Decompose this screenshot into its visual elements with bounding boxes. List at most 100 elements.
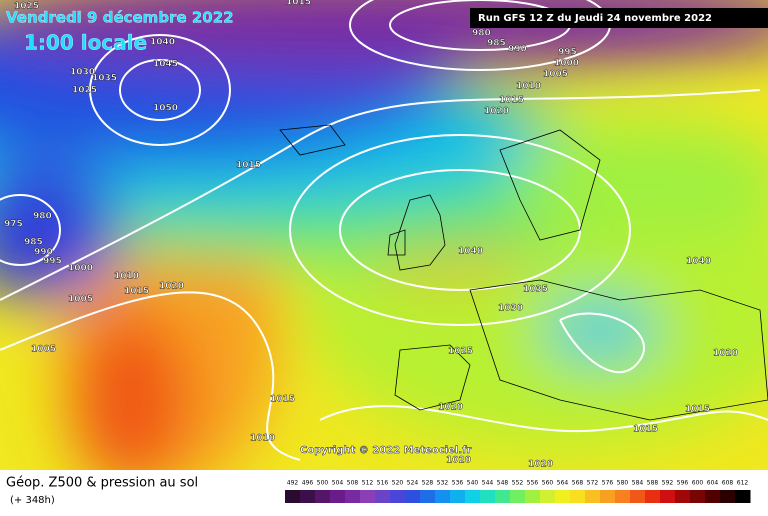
- map-background: [0, 0, 768, 490]
- colorbar-swatch: [615, 490, 631, 503]
- colorbar-swatch: [435, 490, 451, 503]
- colorbar-swatch: [660, 490, 676, 503]
- colorbar-swatch: [570, 490, 586, 503]
- colorbar-swatch: [330, 490, 346, 503]
- isobar-label: 1015: [236, 161, 261, 171]
- colorbar-label: 576: [602, 480, 614, 487]
- isobar-label: 1005: [543, 70, 568, 80]
- isobar-label: 1025: [14, 2, 39, 12]
- colorbar-swatch: [675, 490, 691, 503]
- isobar-label: 1015: [499, 96, 524, 106]
- colorbar-swatch: [420, 490, 436, 503]
- colorbar-swatch: [480, 490, 496, 503]
- isobar-label: 990: [508, 45, 527, 55]
- isobar-labels: 1025 101510401045103010351025105098098599…: [4, 0, 738, 470]
- colorbar-label: 580: [617, 480, 629, 487]
- isobar-label: 985: [487, 39, 506, 49]
- colorbar-label: 516: [377, 480, 389, 487]
- colorbar-swatch: [390, 490, 406, 503]
- colorbar-swatch: [540, 490, 556, 503]
- forecast-time: 1:00 locale: [24, 31, 147, 55]
- colorbar-label: 532: [437, 480, 449, 487]
- colorbar-label: 524: [407, 480, 419, 487]
- colorbar-label: 552: [512, 480, 524, 487]
- colorbar-swatch: [555, 490, 571, 503]
- isobar-label: 1030: [498, 304, 523, 314]
- isobar-label: 1005: [68, 295, 93, 305]
- colorbar-label: 608: [722, 480, 734, 487]
- colorbar-label: 600: [692, 480, 704, 487]
- colorbar-swatch: [585, 490, 601, 503]
- run-info: Run GFS 12 Z du Jeudi 24 novembre 2022: [478, 13, 712, 24]
- colorbar-label: 560: [542, 480, 554, 487]
- isobar-label: 1025: [448, 347, 473, 357]
- copyright: Copyright © 2022 Meteociel.fr: [300, 445, 471, 456]
- colorbar-label: 612: [737, 480, 749, 487]
- isobar-label: 1040: [150, 38, 175, 48]
- isobar-label: 1000: [68, 264, 93, 274]
- isobar-label: 980: [472, 29, 491, 39]
- colorbar-swatch: [405, 490, 421, 503]
- colorbar-swatch: [525, 490, 541, 503]
- colorbar-swatch: [360, 490, 376, 503]
- coastlines: [279, 124, 768, 421]
- colorbar-label: 592: [662, 480, 674, 487]
- colorbar-label: 520: [392, 480, 404, 487]
- colorbar-swatch: [720, 490, 736, 503]
- isobar-label: 1040: [686, 257, 711, 267]
- colorbar-swatch: [495, 490, 511, 503]
- colorbar-swatch: [690, 490, 706, 503]
- isobar-label: 995: [558, 48, 577, 58]
- colorbar-swatch: [345, 490, 361, 503]
- isobar-label: 1015: [685, 405, 710, 415]
- colorbar: 492 496 500 504 508 512 516 520 524 528 532 536 540 5…: [285, 480, 751, 503]
- colorbar-label: 528: [422, 480, 434, 487]
- isobar-label: 1015: [270, 395, 295, 405]
- isobar-label: 1020: [446, 456, 471, 466]
- isobar-label: 990: [34, 248, 53, 258]
- footer-lead: (+ 348h): [10, 495, 55, 506]
- colorbar-swatch: [285, 490, 301, 503]
- colorbar-label: 584: [632, 480, 644, 487]
- isobar-label: 1020: [528, 460, 553, 470]
- footer-title: Géop. Z500 & pression au sol: [6, 476, 198, 491]
- colorbar-label: 568: [572, 480, 584, 487]
- isobar-label: 1020: [484, 107, 509, 117]
- isobar-label: 1020: [159, 282, 184, 292]
- colorbar-label: 504: [332, 480, 344, 487]
- isobar-label: 1025: [72, 86, 97, 96]
- colorbar-label: 572: [587, 480, 599, 487]
- isobar-label: 1015: [124, 287, 149, 297]
- colorbar-label: 544: [482, 480, 494, 487]
- isobar-label: 1035: [523, 285, 548, 295]
- isobar-label: 1010: [114, 272, 139, 282]
- isobar-label: 1005: [31, 345, 56, 355]
- colorbar-label: 512: [362, 480, 374, 487]
- colorbar-label: 564: [557, 480, 569, 487]
- colorbar-swatch: [510, 490, 526, 503]
- isobar-label: 1015: [633, 425, 658, 435]
- colorbar-swatch: [450, 490, 466, 503]
- isobar-label: 975: [4, 220, 23, 230]
- colorbar-swatch: [375, 490, 391, 503]
- colorbar-label: 500: [317, 480, 329, 487]
- colorbar-label: 496: [302, 480, 314, 487]
- isobar-label: 1010: [250, 434, 275, 444]
- colorbar-swatch: [735, 490, 751, 503]
- isobar-label: 1030: [70, 68, 95, 78]
- colorbar-label: 588: [647, 480, 659, 487]
- isobar-label: 1010: [516, 82, 541, 92]
- colorbar-label: 548: [497, 480, 509, 487]
- isobar-label: 1035: [92, 74, 117, 84]
- forecast-date: Vendredi 9 décembre 2022: [6, 9, 234, 27]
- colorbar-swatch: [600, 490, 616, 503]
- run-box: [470, 8, 768, 28]
- isobar-label: 1015: [286, 0, 311, 8]
- colorbar-label: 604: [707, 480, 719, 487]
- isobar-label: 1020: [713, 349, 738, 359]
- colorbar-swatch: [300, 490, 316, 503]
- isobar-label: 1050: [153, 104, 178, 114]
- isobar-label: 985: [24, 238, 43, 248]
- colorbar-label: 492: [287, 480, 299, 487]
